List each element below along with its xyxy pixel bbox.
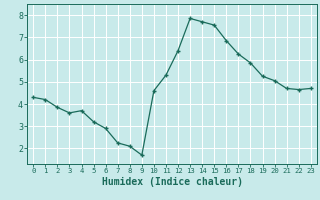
X-axis label: Humidex (Indice chaleur): Humidex (Indice chaleur) [101, 177, 243, 187]
